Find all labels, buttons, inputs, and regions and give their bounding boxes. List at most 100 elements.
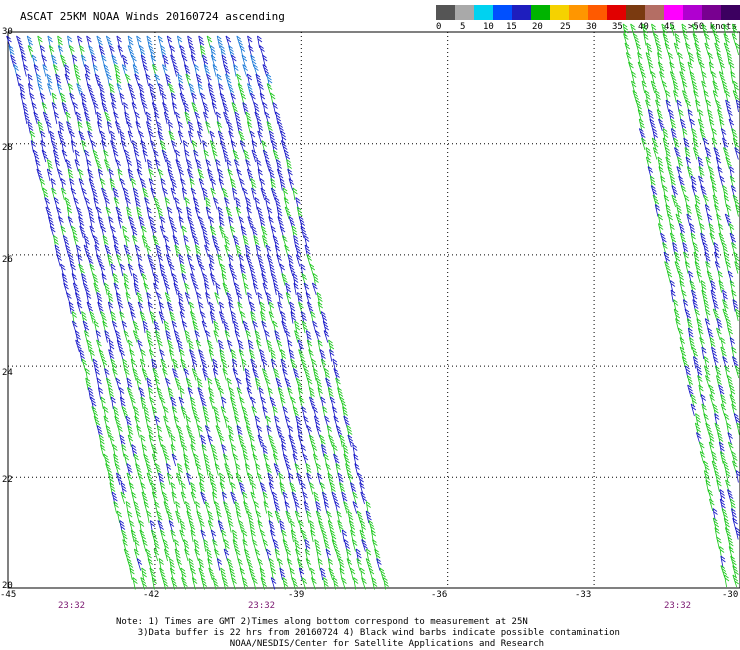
wind-barb xyxy=(645,147,652,160)
wind-barb xyxy=(104,159,111,172)
wind-barb xyxy=(276,206,283,220)
wind-barb xyxy=(157,520,164,533)
wind-barb xyxy=(139,92,146,106)
wind-barb xyxy=(643,33,649,46)
wind-barb xyxy=(324,368,330,381)
wind-barb xyxy=(649,118,656,132)
wind-barb xyxy=(75,111,82,125)
wind-barb xyxy=(696,270,702,284)
legend-swatch xyxy=(626,5,645,20)
wind-barb xyxy=(327,472,334,486)
wind-barb xyxy=(730,555,737,569)
wind-barb xyxy=(172,358,179,372)
wind-barb xyxy=(733,80,739,94)
wind-barb xyxy=(731,451,738,464)
wind-barb xyxy=(124,235,130,248)
wind-barb xyxy=(287,387,293,400)
wind-barb xyxy=(165,254,173,267)
wind-barb xyxy=(700,280,707,293)
wind-barb xyxy=(156,121,163,134)
wind-barb xyxy=(187,216,194,229)
wind-barb xyxy=(735,204,740,217)
wind-barb xyxy=(714,42,721,56)
wind-barb xyxy=(141,235,148,248)
wind-barb xyxy=(138,387,145,400)
wind-barb xyxy=(79,349,85,362)
wind-barb xyxy=(85,377,92,391)
wind-barb xyxy=(76,83,83,96)
wind-barb xyxy=(85,368,91,381)
wind-barb xyxy=(214,463,221,476)
wind-barb xyxy=(294,320,301,334)
wind-barb xyxy=(235,197,241,210)
wind-barb xyxy=(209,140,217,153)
wind-barb xyxy=(70,140,77,153)
lat-label-26: 26 xyxy=(2,255,13,265)
wind-barb xyxy=(127,45,135,58)
wind-barb xyxy=(330,482,336,495)
wind-barb xyxy=(158,301,165,315)
legend-label: 5 xyxy=(460,22,466,32)
legend-label: 0 xyxy=(436,22,442,32)
wind-barb xyxy=(222,149,229,163)
wind-barb xyxy=(200,311,206,324)
wind-barb xyxy=(711,71,717,84)
wind-barb xyxy=(228,254,234,267)
wind-barb xyxy=(251,149,259,163)
wind-barb xyxy=(722,137,729,151)
wind-barb xyxy=(226,558,234,571)
wind-barb xyxy=(272,491,279,505)
wind-barb xyxy=(81,273,88,286)
wind-barb xyxy=(250,54,257,68)
wind-barb xyxy=(96,111,103,125)
wind-barb xyxy=(19,83,25,96)
legend-swatch xyxy=(664,5,683,20)
wind-barb xyxy=(276,339,283,353)
wind-barb xyxy=(120,482,127,495)
wind-barb xyxy=(652,128,659,141)
wind-barb xyxy=(8,45,15,58)
legend-swatch xyxy=(702,5,721,20)
wind-barb xyxy=(695,99,701,113)
wind-barb xyxy=(260,311,267,324)
wind-barb xyxy=(269,263,276,277)
wind-barb xyxy=(730,71,736,84)
legend-swatch xyxy=(493,5,512,20)
wind-barb xyxy=(309,482,315,495)
wind-barb xyxy=(80,92,87,106)
wind-barb xyxy=(200,491,207,505)
wind-barb xyxy=(72,282,80,296)
wind-barb xyxy=(206,35,213,49)
wind-barb xyxy=(93,102,99,115)
wind-barb xyxy=(222,102,229,115)
wind-barb xyxy=(142,539,148,552)
wind-barb xyxy=(233,64,239,77)
legend-swatch xyxy=(607,5,626,20)
wind-barb xyxy=(320,311,328,324)
wind-barb xyxy=(212,577,219,590)
wind-barb xyxy=(126,206,132,220)
wind-barb xyxy=(190,434,196,448)
wind-barb xyxy=(275,111,282,125)
wind-barb xyxy=(202,187,208,201)
wind-barb xyxy=(339,396,347,410)
wind-barb xyxy=(290,311,297,324)
wind-barb xyxy=(156,510,163,524)
wind-barb xyxy=(179,434,186,448)
wind-barb xyxy=(174,377,182,391)
wind-barb xyxy=(721,508,728,521)
wind-barb xyxy=(242,529,248,543)
wind-barb xyxy=(260,187,268,201)
wind-barb xyxy=(126,558,134,571)
wind-barb xyxy=(707,489,714,502)
wind-barb xyxy=(735,470,740,483)
wind-barb xyxy=(277,216,284,229)
wind-barb xyxy=(142,149,148,163)
wind-barb xyxy=(104,111,111,125)
wind-barb xyxy=(734,42,740,56)
wind-barb xyxy=(704,42,710,56)
wind-barb xyxy=(664,261,671,274)
wind-barb xyxy=(142,187,149,201)
wind-barb xyxy=(141,368,149,381)
wind-barb xyxy=(265,244,272,258)
